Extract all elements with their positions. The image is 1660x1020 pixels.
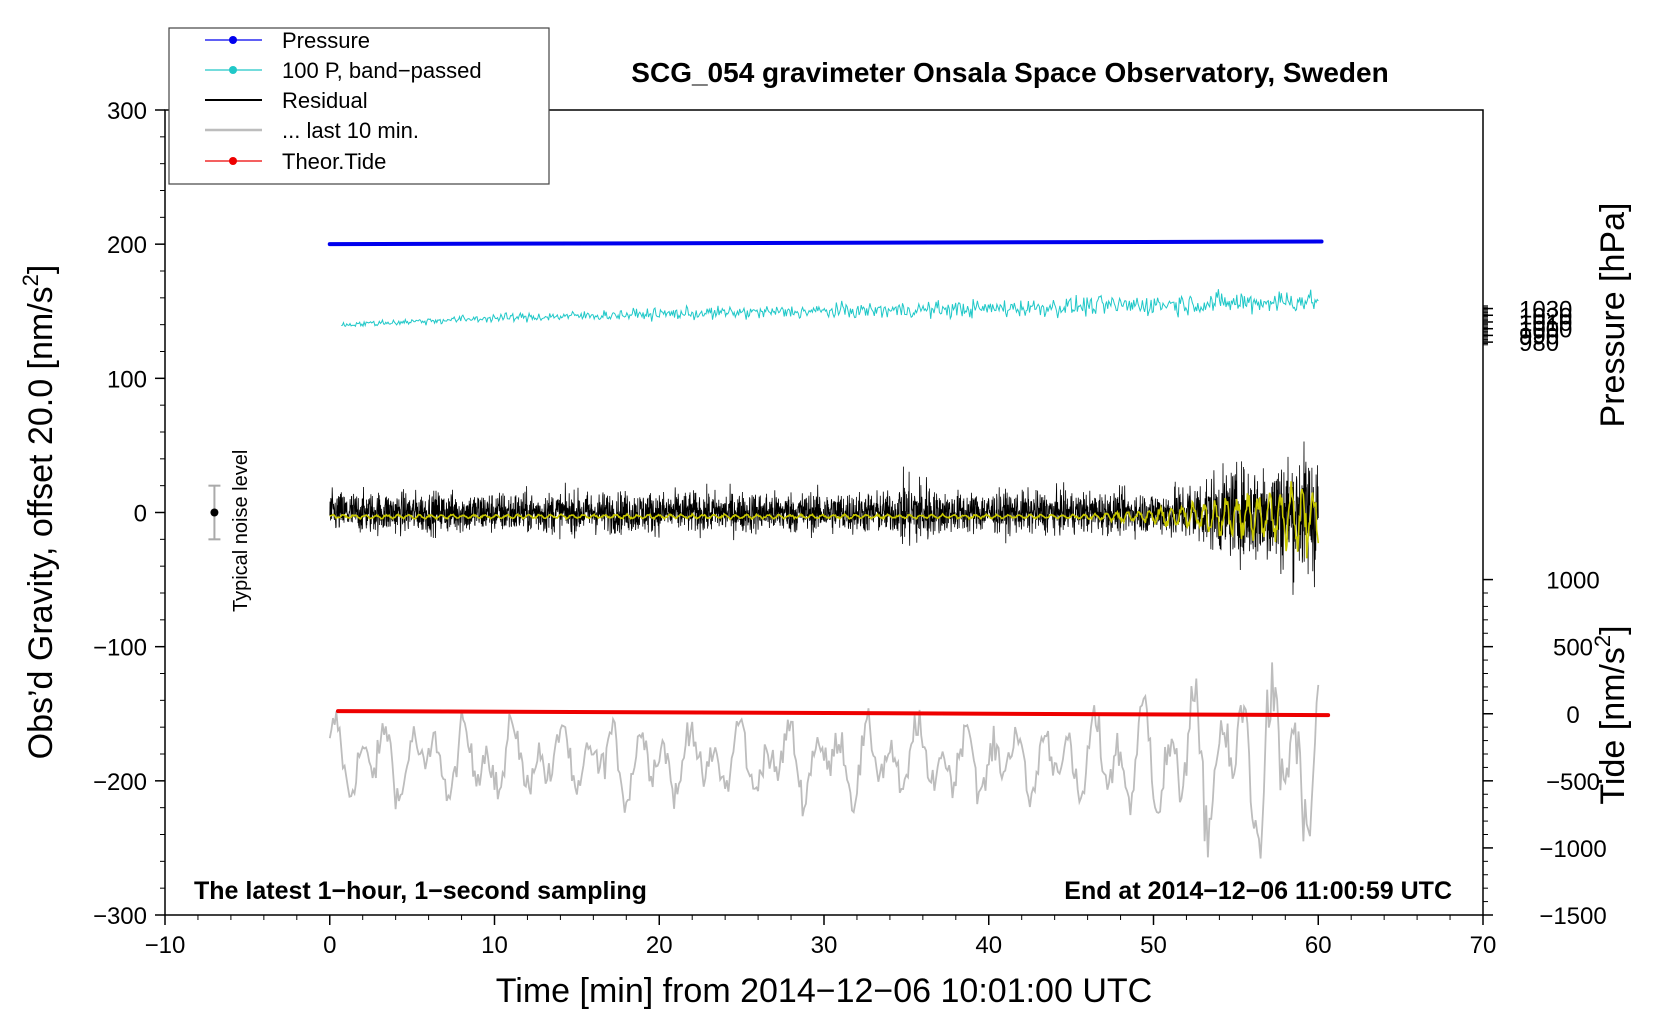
y-axis-title-left-close: ]: [22, 265, 60, 274]
series-layer: [327, 239, 1331, 859]
y-axis-title-tide-sup: 2: [1590, 635, 1615, 647]
y-tick-label-0: −300: [93, 903, 147, 930]
y-axis-title-left-main: Obs’d Gravity, offset 20.0 [nm/s: [22, 286, 60, 759]
series-residual-smoothed: [329, 481, 1320, 559]
y-axis-title-left: Obs’d Gravity, offset 20.0 [nm/s2]: [18, 265, 60, 760]
y-tick-label-6: 300: [107, 98, 147, 125]
y-axis-title-left-sup: 2: [18, 274, 43, 286]
tide-tick-label-5: 1000: [1546, 568, 1599, 595]
legend-marker-band-passed: [229, 66, 237, 74]
x-tick-label-1: 0: [323, 932, 336, 959]
series-residual: [329, 441, 1319, 595]
y-tick-label-3: 0: [134, 501, 147, 528]
x-tick-label-5: 40: [975, 932, 1002, 959]
series-theor-tide: [335, 709, 1331, 718]
pressure-tick-label-1: 990: [1519, 323, 1559, 350]
tide-tick-label-0: −1500: [1539, 903, 1606, 930]
legend: Pressure 100 P, band−passed Residual ...…: [168, 27, 550, 185]
tide-tick-label-2: −500: [1546, 769, 1600, 796]
y-axis-title-pressure: Pressure [hPa]: [1594, 203, 1632, 428]
legend-label-theor-tide: Theor.Tide: [282, 149, 386, 174]
ticks-layer: −10 0 10 20 30 40 50 60 70−300−200−1000100200300…: [93, 98, 1607, 959]
legend-label-residual: Residual: [282, 88, 368, 113]
noise-bar-dot: [210, 508, 219, 517]
y-tick-label-4: 100: [107, 366, 147, 393]
legend-label-band-passed: 100 P, band−passed: [282, 58, 482, 83]
noise-label: Typical noise level: [230, 450, 252, 612]
tide-tick-label-4: 500: [1553, 635, 1593, 662]
noise-bar: [208, 484, 221, 541]
x-tick-label-7: 60: [1305, 932, 1332, 959]
pressure-tick-label-4: 1020: [1519, 303, 1572, 330]
x-tick-label-6: 50: [1140, 932, 1167, 959]
legend-entry-pressure: Pressure: [205, 28, 370, 53]
legend-entry-residual: Residual: [205, 88, 368, 113]
y-tick-label-1: −200: [93, 769, 147, 796]
legend-marker-pressure: [229, 36, 237, 44]
pressure-tick-label-2: 1000: [1519, 317, 1572, 344]
x-axis-title: Time [min] from 2014−12−06 10:01:00 UTC: [496, 972, 1152, 1010]
legend-marker-theor-tide: [229, 157, 237, 165]
y-tick-label-2: −100: [93, 635, 147, 662]
legend-entry-theor-tide: Theor.Tide: [205, 149, 386, 174]
y-axis-title-tide-main: Tide [nm/s: [1594, 647, 1632, 804]
pressure-tick-label-3: 1010: [1519, 310, 1572, 337]
series-last-10-min: [328, 662, 1320, 859]
tide-tick-label-3: 0: [1566, 702, 1579, 729]
annotation-bottom-left: The latest 1−hour, 1−second sampling: [194, 877, 647, 905]
x-tick-label-2: 10: [481, 932, 508, 959]
legend-entry-last-10-min: ... last 10 min.: [205, 118, 419, 143]
legend-label-last-10-min: ... last 10 min.: [282, 118, 419, 143]
x-tick-label-3: 20: [646, 932, 673, 959]
series-band-passed-pressure: [341, 289, 1319, 328]
x-tick-label-8: 70: [1470, 932, 1497, 959]
y-axis-title-tide: Tide [nm/s2]: [1590, 625, 1632, 804]
chart-title: SCG_054 gravimeter Onsala Space Observat…: [631, 57, 1388, 88]
legend-entry-band-passed: 100 P, band−passed: [205, 58, 482, 83]
x-tick-label-0: −10: [145, 932, 186, 959]
x-tick-label-4: 30: [811, 932, 838, 959]
pressure-tick-label-5: 1030: [1519, 297, 1572, 324]
y-tick-label-5: 200: [107, 232, 147, 259]
annotation-bottom-right: End at 2014−12−06 11:00:59 UTC: [1064, 877, 1452, 905]
pressure-tick-label-0: 980: [1519, 330, 1559, 357]
legend-label-pressure: Pressure: [282, 28, 370, 53]
y-axis-title-tide-close: ]: [1594, 625, 1632, 634]
tide-tick-label-1: −1000: [1539, 836, 1606, 863]
series-pressure: [327, 239, 1324, 247]
